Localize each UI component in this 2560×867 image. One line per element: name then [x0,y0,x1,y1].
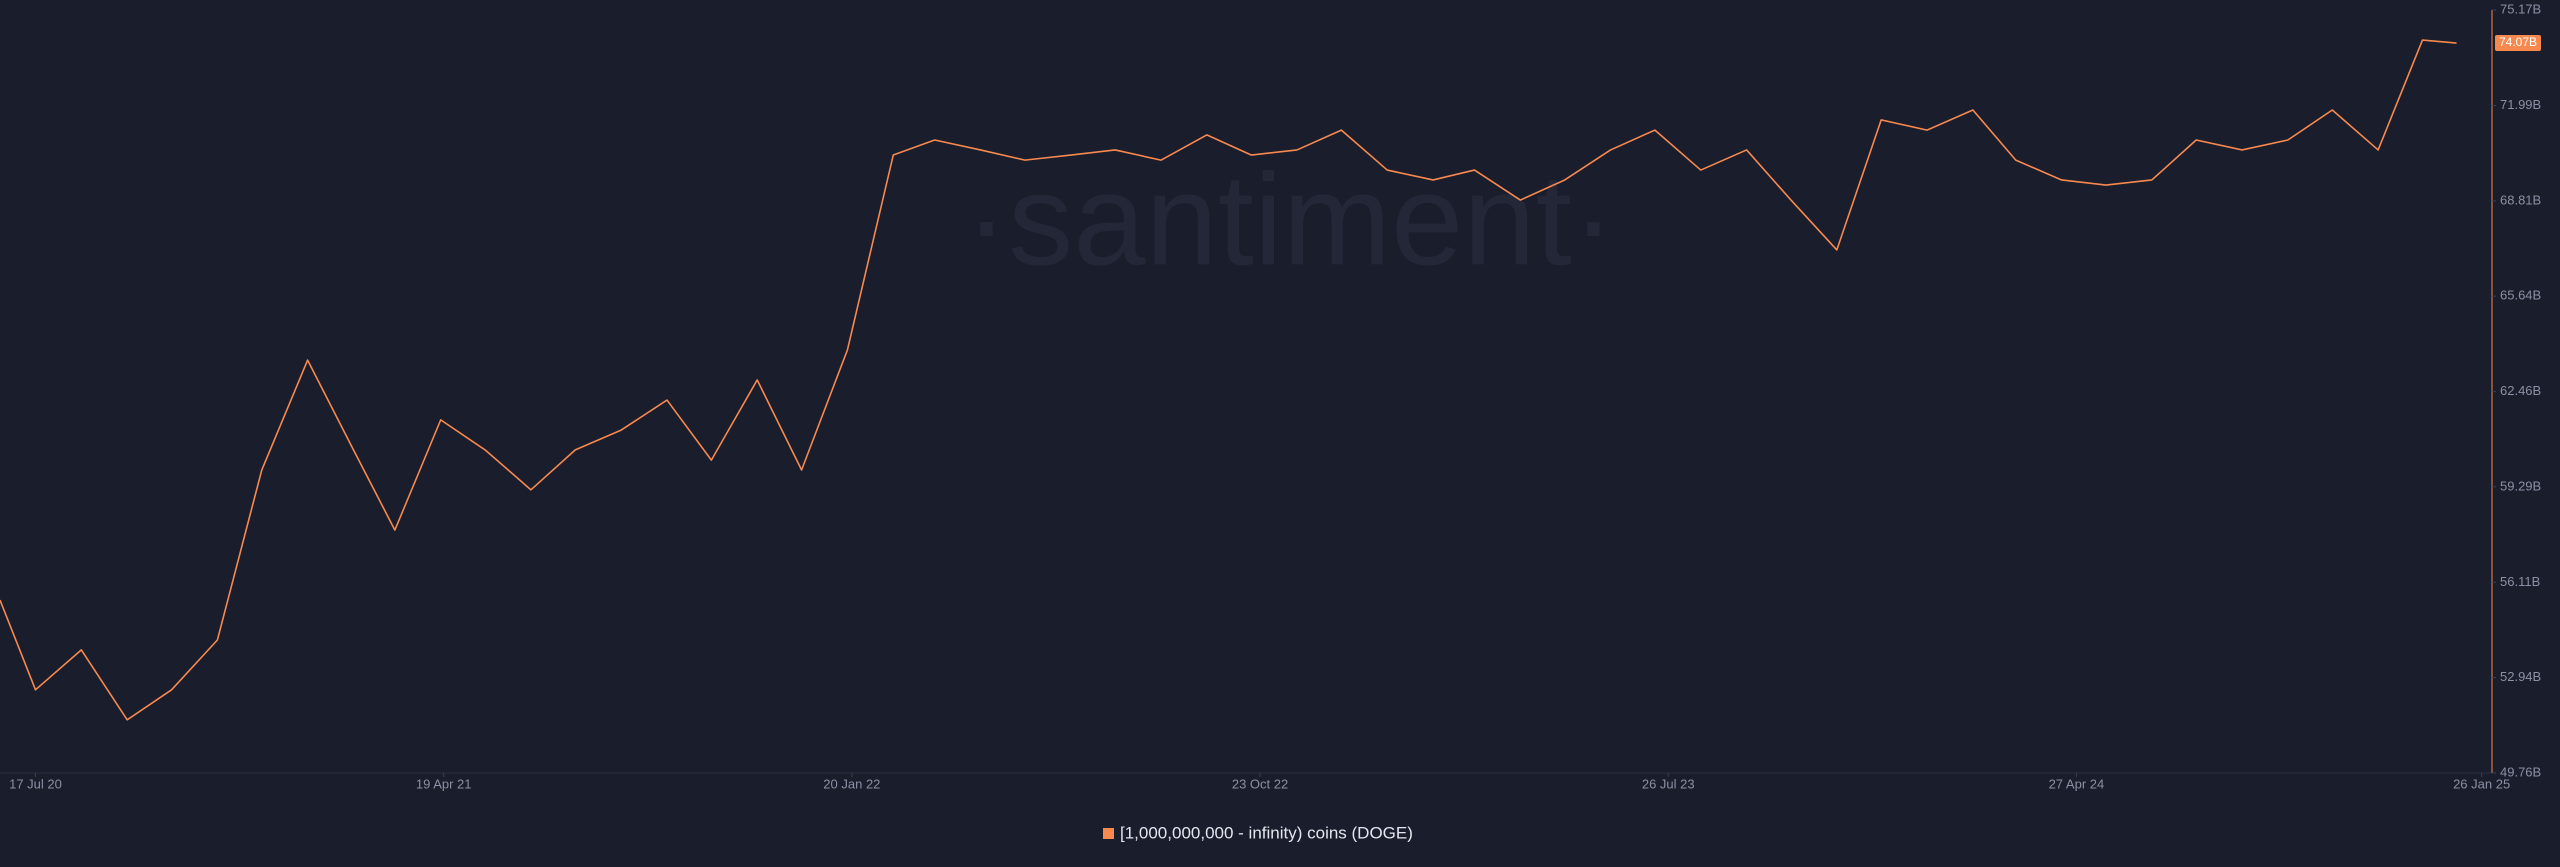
data-line [0,39,2457,721]
last-value-label: 74.07B [2499,35,2537,49]
x-tick-label: 26 Jan 25 [2453,776,2510,791]
y-tick-label: 62.46B [2500,383,2541,398]
last-value-box [2495,35,2541,52]
y-tick-label: 68.81B [2500,192,2541,207]
x-tick-label: 17 Jul 20 [9,776,62,791]
legend[interactable]: [1,000,000,000 - infinity) coins (DOGE) [1103,823,1413,842]
y-tick-label: 71.99B [2500,97,2541,112]
legend-label[interactable]: [1,000,000,000 - infinity) coins (DOGE) [1120,823,1413,842]
last-value-badge: 74.07B [2495,35,2541,52]
x-tick-label: 26 Jul 23 [1642,776,1695,791]
watermark: ·santiment· [965,146,1615,292]
legend-swatch [1103,828,1114,839]
x-tick-label: 20 Jan 22 [823,776,880,791]
y-tick-label: 65.64B [2500,288,2541,303]
x-tick-label: 27 Apr 24 [2049,776,2105,791]
y-tick-label: 49.76B [2500,764,2541,779]
x-tick-label: 19 Apr 21 [416,776,472,791]
y-tick-label: 59.29B [2500,478,2541,493]
y-tick-label: 52.94B [2500,669,2541,684]
y-tick-label: 75.17B [2500,1,2541,16]
x-tick-label: 23 Oct 22 [1232,776,1288,791]
y-tick-label: 56.11B [2500,574,2540,589]
